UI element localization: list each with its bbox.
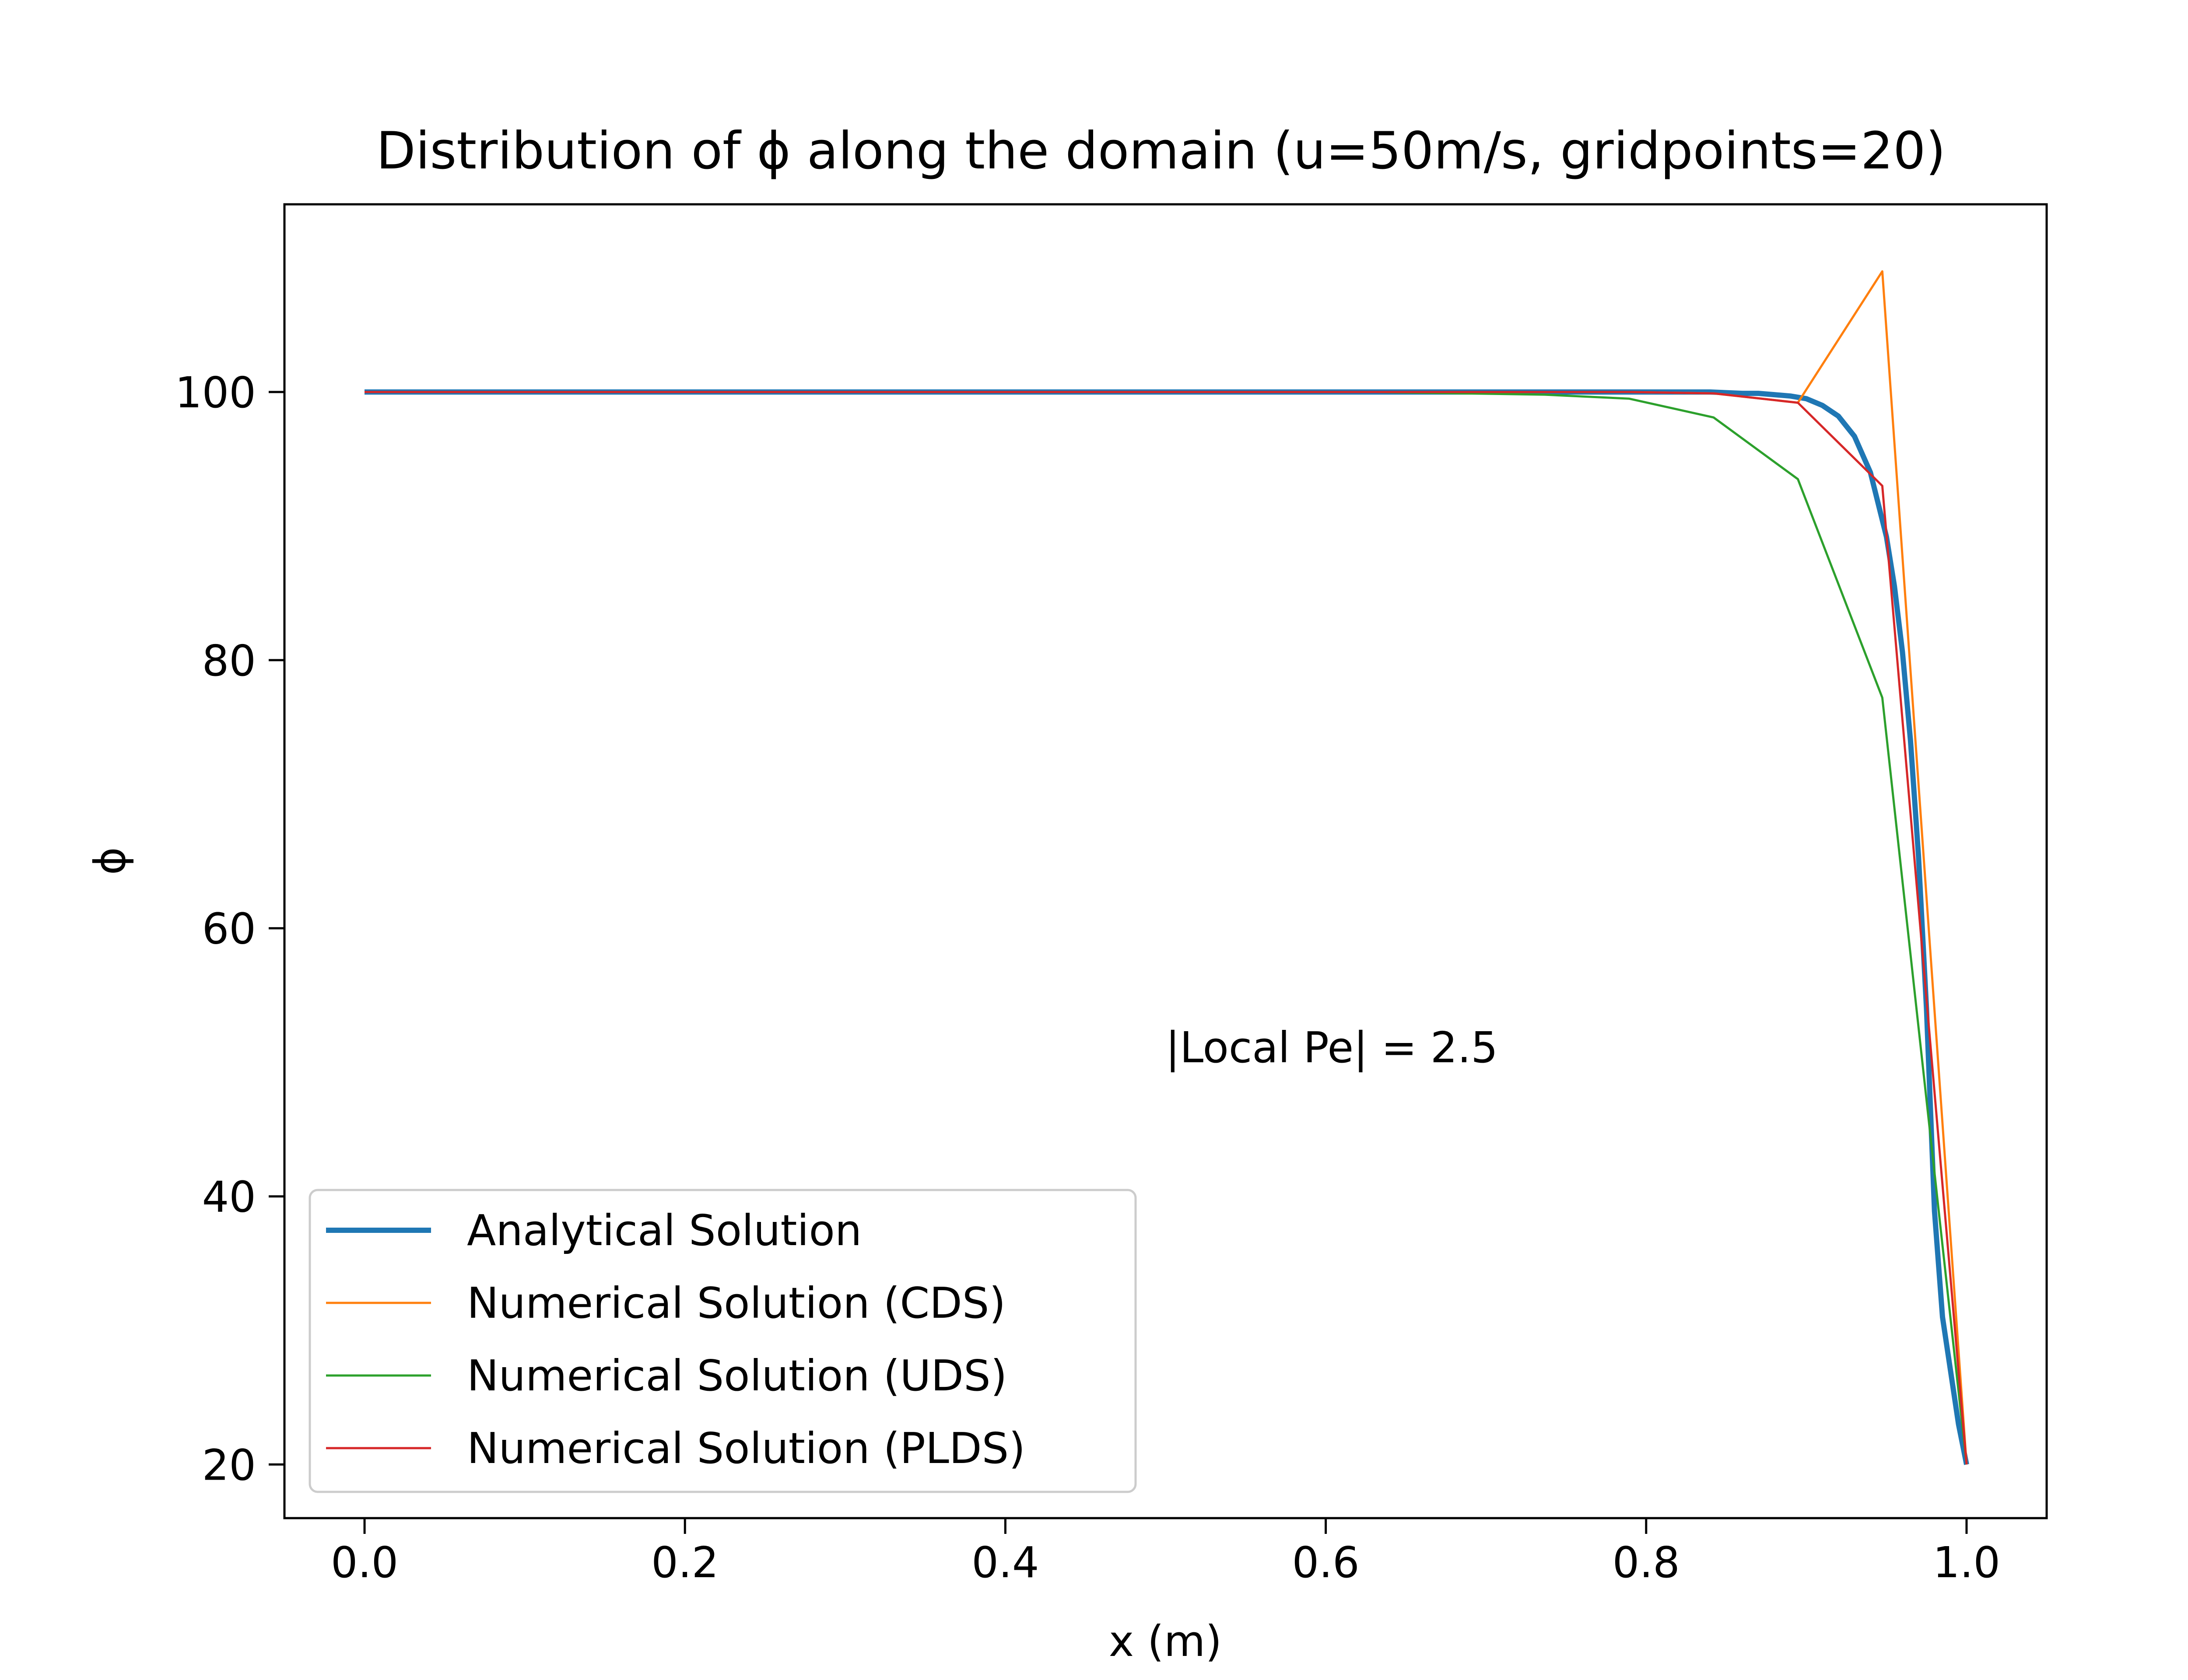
x-tick-label: 0.0 (331, 1538, 398, 1587)
x-tick-label: 0.8 (1613, 1538, 1680, 1587)
x-tick-label: 0.2 (651, 1538, 719, 1587)
series-layer (365, 270, 1969, 1465)
x-tick-label: 1.0 (1933, 1538, 2000, 1587)
y-tick-label: 20 (202, 1440, 256, 1490)
legend: Analytical Solution Numerical Solution (C… (309, 1189, 1137, 1493)
y-axis-ticks: 20 40 60 80 100 (175, 368, 284, 1490)
plot-frame (283, 203, 2048, 1519)
x-tick-label: 0.4 (971, 1538, 1039, 1587)
y-tick-label: 60 (202, 904, 256, 954)
local-pe-annotation: |Local Pe| = 2.5 (1166, 1023, 1498, 1073)
legend-label-3: Numerical Solution (PLDS) (467, 1424, 1025, 1473)
x-axis-ticks: 0.0 0.2 0.4 0.6 0.8 1.0 (331, 1518, 2000, 1587)
legend-label-2: Numerical Solution (UDS) (467, 1351, 1007, 1400)
chart-title: Distribution of ϕ along the domain (u=50… (376, 121, 1946, 181)
y-tick-label: 100 (175, 368, 256, 417)
legend-box (309, 1189, 1137, 1493)
y-tick-label: 80 (202, 636, 256, 686)
legend-label-0: Analytical Solution (467, 1206, 862, 1255)
x-axis-label: x (m) (1109, 1617, 1222, 1666)
legend-label-1: Numerical Solution (CDS) (467, 1278, 1006, 1328)
series-line-3 (365, 391, 1968, 1465)
y-tick-label: 40 (202, 1172, 256, 1222)
y-axis-label: ϕ (85, 847, 135, 875)
x-tick-label: 0.6 (1292, 1538, 1359, 1587)
